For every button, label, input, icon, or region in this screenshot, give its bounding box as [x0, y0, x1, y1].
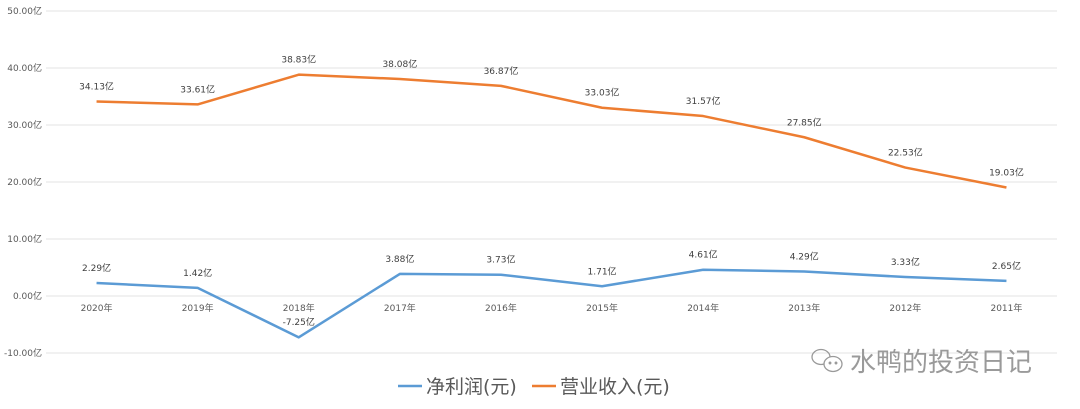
y-tick-label: 30.00亿 — [7, 119, 42, 131]
y-tick-label: 10.00亿 — [7, 233, 42, 245]
data-label: 1.42亿 — [183, 267, 212, 279]
data-label: 2.65亿 — [992, 260, 1021, 272]
series-line-0 — [96, 268, 1007, 339]
y-tick-label: 20.00亿 — [7, 176, 42, 188]
x-tick-label: 2018年 — [283, 302, 315, 314]
series-line-1 — [96, 73, 1007, 189]
legend-label: 营业收入(元) — [560, 376, 670, 398]
legend-label: 净利润(元) — [426, 376, 517, 398]
series-lines — [96, 73, 1007, 339]
data-label: 33.61亿 — [180, 83, 215, 95]
y-tick-label: 40.00亿 — [7, 62, 42, 74]
data-label: -7.25亿 — [283, 316, 315, 328]
data-label: 1.71亿 — [588, 265, 617, 277]
y-axis: -10.00亿 0.00亿 10.00亿 20.00亿 30.00亿 40.00亿 50.0… — [4, 5, 42, 359]
y-tick-label: -10.00亿 — [4, 347, 42, 359]
x-tick-label: 2019年 — [182, 302, 214, 314]
x-tick-label: 2020年 — [81, 302, 113, 314]
legend: 净利润(元) 营业收入(元) — [398, 376, 670, 398]
data-label: 3.33亿 — [891, 256, 920, 268]
data-label: 36.87亿 — [484, 65, 519, 77]
x-tick-label: 2017年 — [384, 302, 416, 314]
x-tick-label: 2015年 — [586, 302, 618, 314]
data-label: 27.85亿 — [787, 116, 822, 128]
data-label: 31.57亿 — [686, 95, 721, 107]
x-tick-label: 2013年 — [788, 302, 820, 314]
data-label: 33.03亿 — [585, 87, 620, 99]
x-tick-label: 2012年 — [889, 302, 921, 314]
x-axis: 2020年 2019年 2018年 2017年 2016年 2015年 2014年 2013年… — [81, 302, 1023, 314]
data-label: 4.29亿 — [790, 251, 819, 263]
x-tick-label: 2014年 — [687, 302, 719, 314]
data-labels: 2.29亿 1.42亿 -7.25亿 3.88亿 3.73亿 1.71亿 4.61亿 4.29… — [79, 54, 1024, 328]
x-tick-label: 2011年 — [990, 302, 1022, 314]
y-tick-label: 0.00亿 — [13, 290, 42, 302]
data-label: 22.53亿 — [888, 147, 923, 159]
watermark: 水鸭的投资日记 — [811, 348, 1032, 378]
data-label: 3.88亿 — [385, 253, 414, 265]
x-tick-label: 2016年 — [485, 302, 517, 314]
gridlines — [46, 10, 1057, 354]
data-label: 38.83亿 — [281, 54, 316, 66]
watermark-text: 水鸭的投资日记 — [850, 348, 1032, 378]
data-label: 34.13亿 — [79, 80, 114, 92]
wechat-icon — [811, 348, 843, 373]
data-label: 4.61亿 — [689, 249, 718, 261]
data-label: 3.73亿 — [486, 254, 515, 266]
data-label: 2.29亿 — [82, 262, 111, 274]
y-tick-label: 50.00亿 — [7, 5, 42, 17]
data-label: 19.03亿 — [989, 167, 1024, 179]
data-label: 38.08亿 — [382, 58, 417, 70]
